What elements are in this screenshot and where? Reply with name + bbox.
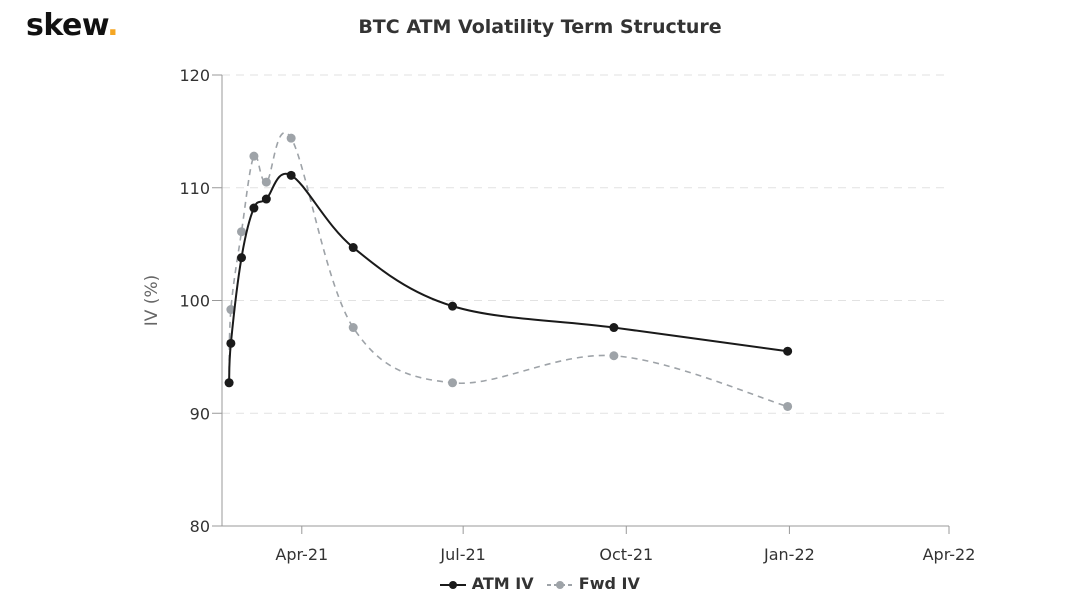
data-point-atm-iv: [286, 170, 296, 180]
legend-item-fwd-iv[interactable]: Fwd IV: [547, 574, 640, 593]
legend-label-atm-iv: ATM IV: [471, 574, 534, 593]
data-point-atm-iv: [348, 243, 358, 253]
data-point-fwd-iv: [286, 133, 296, 143]
x-tick-label: Jan-22: [763, 545, 815, 564]
series-line-fwd-iv: [228, 131, 788, 408]
legend-label-fwd-iv: Fwd IV: [578, 574, 640, 593]
data-point-atm-iv: [224, 378, 234, 388]
logo-text: skew: [26, 8, 108, 43]
series-line-atm-iv: [228, 172, 788, 383]
data-point-fwd-iv: [226, 305, 236, 315]
logo-dot: .: [107, 8, 119, 43]
data-point-atm-iv: [261, 194, 271, 204]
legend-item-atm-iv[interactable]: ATM IV: [440, 574, 534, 593]
skew-logo: skew.: [26, 8, 119, 43]
data-point-fwd-iv: [783, 401, 793, 411]
y-tick-label: 90: [190, 404, 210, 423]
data-point-fwd-iv: [237, 227, 247, 237]
legend: ATM IV Fwd IV: [0, 574, 1080, 593]
data-point-atm-iv: [783, 346, 793, 356]
y-tick-label: 120: [179, 66, 210, 85]
data-point-atm-iv: [249, 203, 259, 213]
data-point-fwd-iv: [261, 177, 271, 187]
y-tick-label: 100: [179, 292, 210, 311]
data-point-fwd-iv: [448, 378, 458, 388]
data-point-atm-iv: [226, 338, 236, 348]
data-point-atm-iv: [448, 301, 458, 311]
chart-title: BTC ATM Volatility Term Structure: [358, 16, 722, 38]
y-tick-label: 80: [190, 517, 210, 536]
data-point-fwd-iv: [609, 351, 619, 361]
x-tick-label: Oct-21: [599, 545, 653, 564]
x-tick-label: Apr-21: [275, 545, 328, 564]
x-tick-label: Apr-22: [923, 545, 976, 564]
data-point-fwd-iv: [249, 151, 259, 161]
x-tick-label: Jul-21: [439, 545, 485, 564]
data-point-atm-iv: [609, 323, 619, 333]
y-tick-label: 110: [179, 179, 210, 198]
data-point-fwd-iv: [348, 323, 358, 333]
data-point-atm-iv: [237, 253, 247, 263]
y-axis-label: IV (%): [142, 275, 162, 326]
